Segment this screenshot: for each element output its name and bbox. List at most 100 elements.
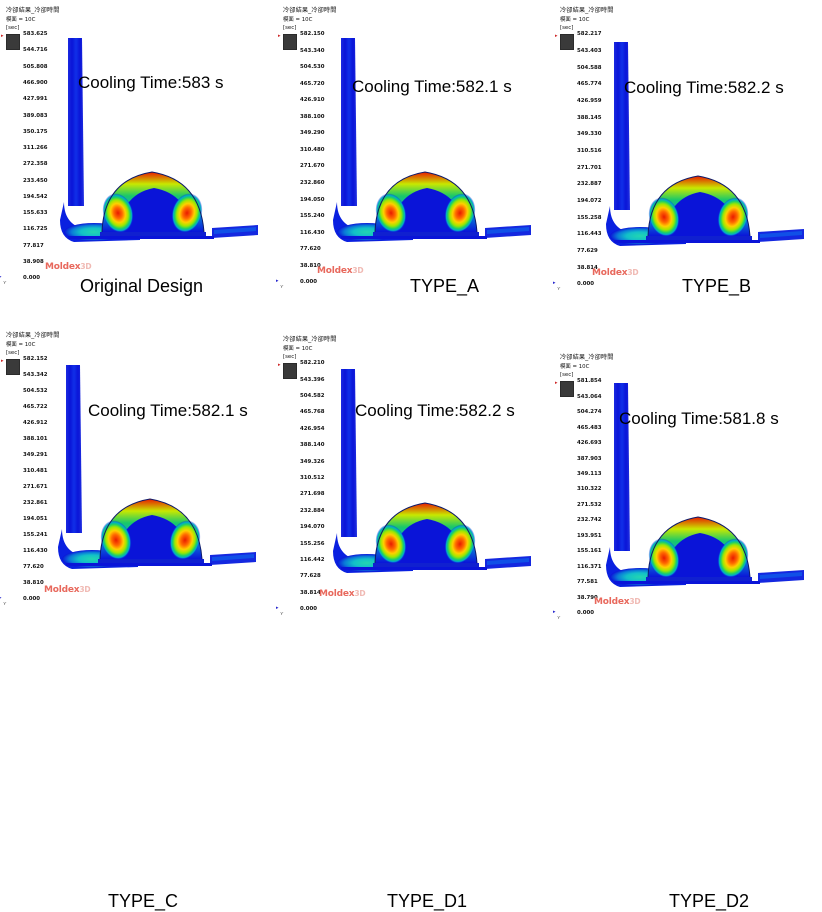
color-scale-segment bbox=[284, 364, 296, 366]
moldex-watermark: Moldex3D bbox=[44, 585, 91, 595]
color-scale-segment bbox=[284, 369, 296, 371]
panel-type-d1[interactable]: 冷卻結果_冷卻時間 模面 = 10C [sec] 582.210 543.396 5… bbox=[276, 313, 554, 911]
cooling-time-label: Cooling Time:583 s bbox=[78, 73, 224, 92]
color-scale-tick-label: 0.000 bbox=[23, 596, 41, 603]
color-scale-tick-label: 426.693 bbox=[577, 440, 602, 447]
color-scale-bar bbox=[283, 34, 297, 51]
legend-subtitle: 模面 = 10C bbox=[560, 363, 590, 370]
color-scale-tick-label: 426.954 bbox=[300, 425, 325, 432]
color-scale-segment bbox=[561, 39, 573, 41]
color-scale-segment bbox=[7, 42, 19, 44]
legend-unit: [sec] bbox=[6, 24, 20, 31]
color-scale-tick-label: 194.070 bbox=[300, 524, 325, 531]
color-scale-tick-label: 543.342 bbox=[23, 372, 48, 379]
color-scale-tick-label: 583.625 bbox=[23, 31, 48, 38]
moldex-text: Moldex bbox=[594, 597, 630, 607]
color-scale-segment bbox=[561, 382, 573, 384]
color-scale: 581.854 543.064 504.274 465.483 426.693 387.9… bbox=[553, 378, 646, 620]
color-scale-tick-label: 387.903 bbox=[577, 455, 602, 462]
color-scale-segment bbox=[561, 395, 573, 397]
color-scale-segment bbox=[284, 48, 296, 50]
color-scale-tick-label: 271.701 bbox=[577, 164, 602, 171]
scale-bottom-marker: ▸ bbox=[0, 274, 2, 281]
color-scale-segment bbox=[284, 365, 296, 367]
part-geometry bbox=[606, 42, 804, 246]
legend-title: 冷卻結果_冷卻時間 bbox=[6, 332, 60, 339]
scale-top-marker: ▸ bbox=[278, 362, 281, 369]
color-scale-segment bbox=[561, 36, 573, 38]
scale-top-marker: ▸ bbox=[1, 33, 4, 40]
legend-type-a: 冷卻結果_冷卻時間 模面 = 10C [sec] 582.150 543.340 5… bbox=[276, 6, 369, 289]
color-scale-tick-label: 116.371 bbox=[577, 563, 602, 570]
color-scale: 583.625 544.716 505.808 466.900 427.991 389.0… bbox=[0, 31, 92, 285]
legend-title: 冷卻結果_冷卻時間 bbox=[283, 336, 337, 343]
color-scale-tick-label: 271.671 bbox=[23, 484, 48, 491]
color-scale-tick-label: 77.629 bbox=[577, 247, 598, 254]
color-scale-tick-label: 232.887 bbox=[577, 181, 602, 188]
color-scale-segment bbox=[7, 362, 19, 364]
moldex-text: Moldex bbox=[317, 266, 353, 276]
color-scale-tick-label: 232.884 bbox=[300, 507, 325, 514]
color-scale-tick-label: 350.175 bbox=[23, 128, 48, 135]
color-scale-tick-label: 116.725 bbox=[23, 226, 48, 233]
color-scale-segment bbox=[7, 46, 19, 48]
color-scale-tick-label: 77.628 bbox=[300, 573, 321, 580]
color-scale-segment bbox=[7, 364, 19, 366]
color-scale-segment bbox=[561, 388, 573, 390]
color-scale-tick-label: 543.064 bbox=[577, 393, 602, 400]
color-scale-segment bbox=[284, 372, 296, 374]
color-scale-segment bbox=[284, 377, 296, 379]
color-scale-segment bbox=[7, 37, 19, 39]
color-scale-tick-label: 272.358 bbox=[23, 161, 48, 168]
moldex-watermark: Moldex3D bbox=[319, 589, 366, 599]
legend-title: 冷卻結果_冷卻時間 bbox=[560, 354, 614, 361]
legend-subtitle: 模面 = 10C bbox=[6, 16, 36, 23]
color-scale-tick-label: 193.951 bbox=[577, 532, 602, 539]
panel-type-c[interactable]: 冷卻結果_冷卻時間 模面 = 10C [sec] 582.152 543.342 5… bbox=[0, 313, 277, 911]
part-geometry bbox=[60, 38, 258, 242]
legend-type-c: 冷卻結果_冷卻時間 模面 = 10C [sec] 582.152 543.342 5… bbox=[0, 331, 92, 606]
color-scale-segment bbox=[7, 371, 19, 373]
color-scale-tick-label: 155.256 bbox=[300, 540, 325, 547]
panel-type-a[interactable]: 冷卻結果_冷卻時間 模面 = 10C [sec] 582.150 543.340 5… bbox=[276, 0, 554, 313]
color-scale-tick-label: 349.326 bbox=[300, 458, 325, 465]
legend-title: 冷卻結果_冷卻時間 bbox=[6, 7, 60, 14]
color-scale: 582.152 543.342 504.532 465.722 426.912 388.1… bbox=[0, 356, 92, 606]
color-scale-tick-label: 77.817 bbox=[23, 242, 44, 249]
color-scale-segment bbox=[284, 45, 296, 47]
color-scale-tick-label: 311.266 bbox=[23, 145, 48, 152]
panel-original-design[interactable]: 冷卻結果_冷卻時間 模面 = 10C [sec] 583.625 544.716 5… bbox=[0, 0, 277, 313]
color-scale-tick-label: 77.581 bbox=[577, 579, 598, 586]
legend-type-d2: 冷卻結果_冷卻時間 模面 = 10C [sec] 581.854 543.064 5… bbox=[553, 353, 646, 620]
color-scale-segment bbox=[561, 43, 573, 45]
color-scale-segment bbox=[284, 36, 296, 38]
part-cross-section bbox=[590, 375, 810, 625]
color-scale-segment bbox=[561, 47, 573, 49]
legend-unit: [sec] bbox=[6, 349, 20, 356]
color-scale-tick-label: 388.101 bbox=[23, 436, 48, 443]
cooling-time-label: Cooling Time:582.2 s bbox=[355, 401, 515, 420]
color-scale-tick-label: 426.959 bbox=[577, 97, 602, 104]
legend-title: 冷卻結果_冷卻時間 bbox=[560, 7, 614, 14]
color-scale-tick-label: 582.210 bbox=[300, 360, 325, 367]
color-scale-tick-label: 504.274 bbox=[577, 409, 602, 416]
color-scale-tick-label: 582.150 bbox=[300, 31, 325, 38]
color-scale-segment bbox=[7, 39, 19, 41]
color-scale-tick-label: 504.532 bbox=[23, 388, 48, 395]
color-scale-tick-label: 38.810 bbox=[300, 262, 321, 269]
panel-caption: TYPE_D1 bbox=[387, 891, 468, 911]
scale-top-marker: ▸ bbox=[278, 33, 281, 40]
legend-unit: [sec] bbox=[283, 24, 297, 31]
panel-type-b[interactable]: 冷卻結果_冷卻時間 模面 = 10C [sec] 582.217 543.403 5… bbox=[553, 0, 822, 313]
color-scale-tick-label: 38.814 bbox=[577, 264, 598, 271]
color-scale-segment bbox=[7, 41, 19, 43]
color-scale-segment bbox=[7, 373, 19, 375]
color-scale-segment bbox=[284, 43, 296, 45]
color-scale-tick-label: 505.808 bbox=[23, 63, 48, 70]
legend-type-d1: 冷卻結果_冷卻時間 模面 = 10C [sec] 582.210 543.396 5… bbox=[276, 335, 369, 616]
legend-unit: [sec] bbox=[283, 353, 297, 360]
panel-type-d2[interactable]: 冷卻結果_冷卻時間 模面 = 10C [sec] 581.854 543.064 5… bbox=[553, 313, 822, 911]
color-scale-tick-label: 232.860 bbox=[300, 179, 325, 186]
color-scale-tick-label: 349.113 bbox=[577, 470, 602, 477]
color-scale-segment bbox=[561, 41, 573, 43]
